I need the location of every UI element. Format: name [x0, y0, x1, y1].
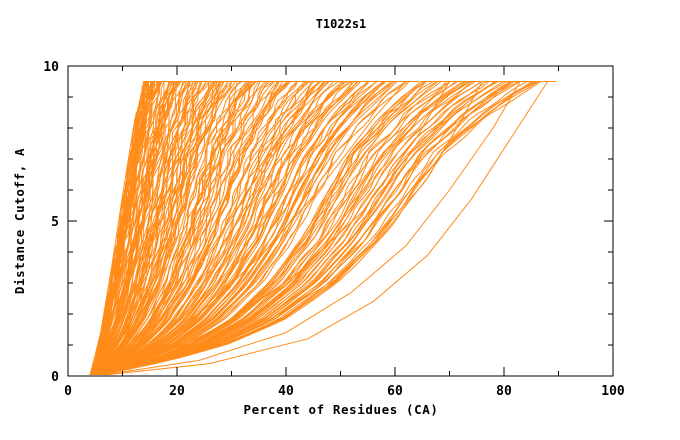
- distance-cutoff-curve: [92, 81, 288, 375]
- distance-cutoff-curve: [90, 81, 195, 375]
- distance-cutoff-curve: [93, 81, 346, 375]
- distance-cutoff-curve: [95, 81, 447, 375]
- distance-cutoff-curve: [94, 81, 400, 375]
- distance-cutoff-curve: [92, 81, 295, 375]
- distance-cutoff-curve: [94, 81, 365, 375]
- distance-cutoff-curve: [96, 81, 503, 375]
- distance-cutoff-curve: [93, 81, 354, 375]
- distance-cutoff-curve: [91, 81, 230, 375]
- distance-cutoff-curve: [94, 81, 386, 375]
- x-tick-label-100: 100: [601, 384, 625, 399]
- distance-cutoff-curve: [91, 81, 230, 375]
- distance-cutoff-curve-model-median: [101, 81, 328, 375]
- distance-cutoff-curve: [96, 81, 495, 375]
- distance-cutoff-curve: [91, 81, 261, 375]
- distance-cutoff-curve: [94, 81, 386, 375]
- distance-cutoff-curve: [93, 81, 358, 375]
- distance-cutoff-curve: [97, 81, 546, 375]
- y-axis-label: Distance Cutoff, A: [12, 148, 27, 294]
- distance-cutoff-curve: [90, 81, 213, 375]
- distance-cutoff-curve: [89, 81, 166, 375]
- x-tick-label-40: 40: [278, 384, 294, 399]
- x-tick-label-0: 0: [64, 384, 72, 399]
- distance-cutoff-curve: [89, 81, 162, 375]
- distance-cutoff-curve: [91, 81, 221, 375]
- distance-cutoff-curve: [94, 81, 409, 375]
- distance-cutoff-curve: [90, 81, 184, 375]
- distance-cutoff-curve: [90, 81, 165, 375]
- distance-cutoff-curve-model-early-bundle: [95, 81, 224, 375]
- distance-cutoff-curve: [95, 81, 431, 375]
- distance-cutoff-curve: [90, 81, 197, 375]
- distance-cutoff-curve: [97, 81, 554, 375]
- distance-cutoff-curve: [91, 81, 257, 375]
- distance-cutoff-curve: [95, 81, 444, 375]
- distance-cutoff-curve: [94, 81, 399, 375]
- x-tick-label-60: 60: [387, 384, 403, 399]
- distance-cutoff-curve: [96, 81, 470, 375]
- distance-cutoff-curve-model-bundle-edge: [96, 81, 459, 375]
- y-tick-label-0: 0: [51, 370, 59, 385]
- distance-cutoff-curve-model-fastest: [89, 81, 154, 375]
- chart-title: T1022s1: [316, 17, 367, 31]
- y-tick-label-5: 5: [51, 215, 59, 230]
- distance-cutoff-curve: [96, 81, 520, 375]
- distance-cutoff-curve: [91, 81, 241, 375]
- distance-cutoff-curve: [93, 81, 335, 375]
- distance-cutoff-curve: [91, 81, 241, 375]
- distance-cutoff-curve: [90, 81, 174, 375]
- distance-cutoff-curve: [94, 81, 405, 375]
- curve-series-layer: [89, 81, 557, 375]
- axis-tick-labels: 0 20 40 60 80 100 0 5 10: [43, 60, 625, 399]
- distance-cutoff-curve-model-outlier-b: [98, 81, 530, 375]
- distance-cutoff-curve: [93, 81, 370, 375]
- distance-cutoff-curve: [92, 81, 315, 375]
- distance-cutoff-curve: [93, 81, 320, 375]
- distance-cutoff-curve: [95, 81, 413, 375]
- distance-cutoff-curve: [97, 81, 518, 375]
- distance-cutoff-curve: [93, 81, 319, 375]
- distance-cutoff-curve: [96, 81, 501, 375]
- x-tick-label-80: 80: [496, 384, 512, 399]
- distance-cutoff-curve: [90, 81, 193, 375]
- x-tick-label-20: 20: [169, 384, 185, 399]
- distance-cutoff-curve: [92, 81, 308, 375]
- distance-cutoff-curve: [95, 81, 457, 375]
- distance-cutoff-curve-model-outlier-a: [97, 81, 491, 375]
- distance-cutoff-curve: [97, 81, 541, 375]
- distance-cutoff-curve: [92, 81, 271, 375]
- distance-cutoff-curve: [91, 81, 257, 375]
- distance-cutoff-curve-model-worst: [99, 81, 557, 375]
- distance-cutoff-curve: [91, 81, 232, 375]
- distance-cutoff-curve: [92, 81, 258, 375]
- distance-cutoff-curve: [92, 81, 285, 375]
- distance-cutoff-curve-model-mid-late: [101, 81, 415, 375]
- distance-cutoff-curve: [90, 81, 180, 375]
- axis-ticks: [67, 65, 614, 377]
- distance-cutoff-curve: [92, 81, 307, 375]
- distance-cutoff-curve: [97, 81, 533, 375]
- x-axis-label: Percent of Residues (CA): [243, 402, 438, 417]
- distance-cutoff-curve: [92, 81, 283, 375]
- distance-cutoff-curve: [94, 81, 374, 375]
- distance-cutoff-curve: [90, 81, 206, 375]
- y-tick-label-10: 10: [43, 60, 59, 75]
- distance-cutoff-curve: [96, 81, 480, 375]
- distance-cutoff-curve: [95, 81, 459, 375]
- distance-cutoff-curve: [96, 81, 515, 375]
- distance-cutoff-curve: [90, 81, 214, 375]
- distance-cutoff-curve: [93, 81, 324, 375]
- distance-cutoff-curve: [89, 81, 153, 375]
